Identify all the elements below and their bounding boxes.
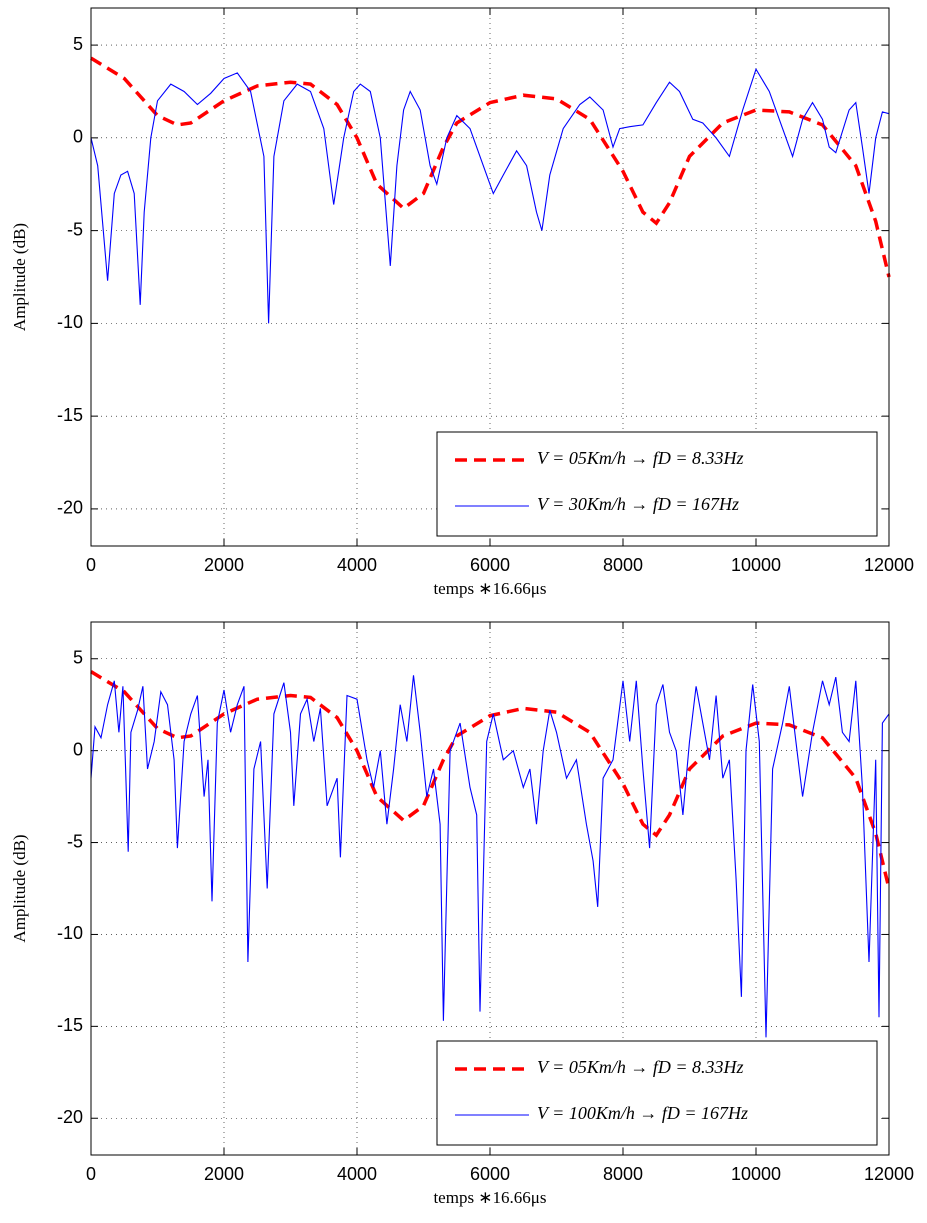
y-tick-label: -10 (57, 312, 83, 332)
x-tick-label: 4000 (337, 555, 377, 575)
y-tick-label: -20 (57, 1107, 83, 1127)
y-axis-label: Amplitude (dB) (10, 834, 29, 942)
x-tick-label: 2000 (204, 555, 244, 575)
y-tick-label: -15 (57, 405, 83, 425)
y-tick-label: 0 (73, 127, 83, 147)
x-tick-label: 8000 (603, 1164, 643, 1184)
x-tick-label: 8000 (603, 555, 643, 575)
legend-label: V = 05Km/h → fD = 8.33Hz (537, 1057, 743, 1077)
legend-box (436, 431, 878, 537)
x-tick-label: 0 (86, 555, 96, 575)
legend-label: V = 30Km/h → fD = 167Hz (537, 494, 739, 514)
x-tick-label: 10000 (731, 1164, 781, 1184)
y-tick-label: -5 (67, 219, 83, 239)
x-tick-label: 6000 (470, 555, 510, 575)
x-axis-label: temps ∗16.66μs (433, 1188, 546, 1207)
y-tick-label: -10 (57, 923, 83, 943)
axes-frame (90, 621, 890, 1156)
x-axis-label: temps ∗16.66μs (433, 579, 546, 598)
y-tick-label: 0 (73, 739, 83, 759)
data-line (90, 675, 890, 1038)
x-tick-label: 6000 (470, 1164, 510, 1184)
x-tick-label: 12000 (864, 555, 914, 575)
y-axis-label: Amplitude (dB) (10, 223, 29, 331)
y-tick-label: -20 (57, 498, 83, 518)
x-tick-label: 12000 (864, 1164, 914, 1184)
x-tick-label: 10000 (731, 555, 781, 575)
y-tick-label: 5 (73, 34, 83, 54)
x-tick-label: 4000 (337, 1164, 377, 1184)
y-tick-label: -15 (57, 1015, 83, 1035)
data-line (90, 670, 891, 889)
axes-frame (90, 7, 890, 547)
x-tick-label: 2000 (204, 1164, 244, 1184)
data-line (90, 56, 891, 278)
legend-box (436, 1040, 878, 1146)
x-tick-label: 0 (86, 1164, 96, 1184)
legend-label: V = 100Km/h → fD = 167Hz (537, 1103, 748, 1123)
y-tick-label: -5 (67, 831, 83, 851)
y-tick-label: 5 (73, 648, 83, 668)
legend-label: V = 05Km/h → fD = 8.33Hz (537, 448, 743, 468)
data-line (90, 67, 890, 324)
